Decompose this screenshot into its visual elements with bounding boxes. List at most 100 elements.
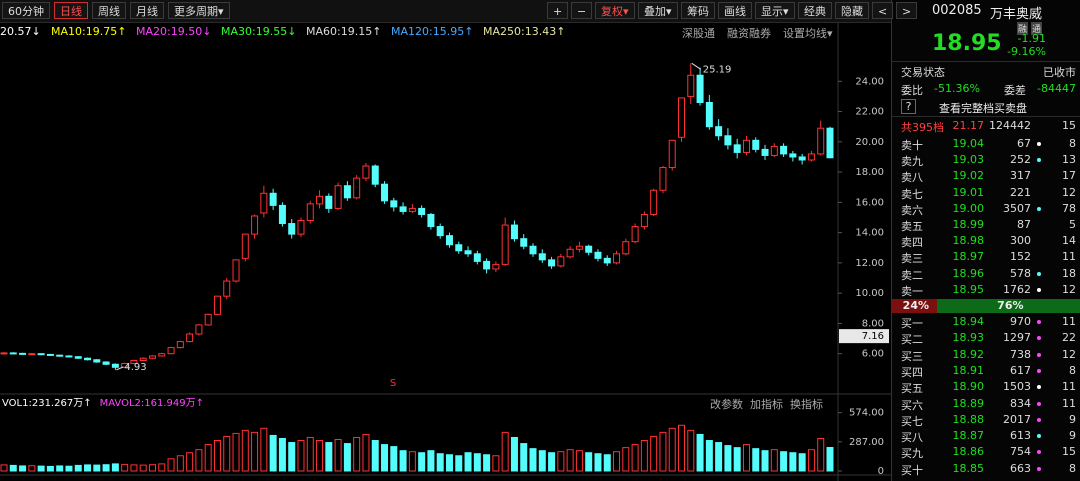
book-dot — [1037, 158, 1041, 163]
candle-body — [353, 177, 361, 199]
candle-body — [278, 204, 286, 225]
volume-bar — [770, 449, 778, 472]
candle-body — [826, 127, 834, 159]
y-tick-label: 12.00 — [855, 258, 884, 269]
book-cell: 卖十 — [901, 139, 923, 152]
book-cell: 970 — [1010, 315, 1031, 328]
book-cell: 18.96 — [952, 266, 985, 280]
volume-bar — [84, 464, 92, 472]
candle-body — [603, 257, 611, 264]
candle-body — [733, 144, 741, 153]
tool-button[interactable]: 画线 — [718, 2, 752, 19]
book-cell: 买八 — [901, 431, 923, 445]
volume-bar — [306, 436, 314, 472]
tool-button[interactable]: 显示▾ — [755, 2, 795, 19]
book-cell: 8 — [1069, 137, 1076, 150]
candle-body — [761, 148, 769, 156]
tool-button[interactable]: + — [547, 2, 569, 19]
tool-button[interactable]: 经典 — [798, 2, 832, 19]
book-cell: 18.93 — [952, 331, 985, 345]
volume-bar — [297, 440, 305, 472]
volume-bar — [186, 452, 194, 472]
tool-button[interactable]: 叠加▾ — [638, 2, 678, 19]
book-cell: 18.88 — [952, 412, 985, 426]
candle-body — [111, 363, 119, 368]
book-cell: 252 — [1010, 153, 1031, 167]
ma-legend: MA250:13.43↑ — [483, 25, 566, 38]
period-button[interactable]: 日线 — [54, 2, 88, 19]
book-cell: 卖七 — [901, 187, 923, 201]
book-dot — [1037, 320, 1041, 324]
volume-bar — [780, 451, 788, 472]
ma-legend: MA10:19.75↑ — [51, 25, 127, 38]
candle-body — [316, 195, 324, 205]
book-dot — [1037, 401, 1041, 406]
period-button[interactable]: 月线 — [130, 2, 164, 19]
volume-bar — [715, 442, 723, 472]
book-cell: 9 — [1069, 429, 1076, 443]
book-cell: 738 — [1010, 347, 1031, 361]
link-button[interactable]: 设置均线▾ — [783, 27, 833, 40]
ratio-label: 委比 — [901, 84, 923, 97]
volume-bar — [473, 453, 481, 472]
volume-bar — [659, 431, 667, 472]
book-cell: 19.03 — [952, 153, 985, 167]
period-button[interactable]: 更多周期▾ — [168, 2, 230, 19]
book-cell: 买七 — [901, 414, 923, 428]
price-change: -1.91 — [1017, 32, 1046, 45]
book-cell: 8 — [1069, 461, 1076, 475]
y-tick-label: 16.00 — [855, 197, 884, 208]
indicator-button[interactable]: 换指标 — [790, 398, 823, 411]
full-book-link[interactable]: 查看完整档买卖盘 — [939, 102, 1027, 115]
volume-bar — [520, 443, 528, 472]
y-tick-label: 8.00 — [862, 318, 884, 329]
book-cell: 18.89 — [952, 396, 985, 410]
book-cell: 19.04 — [952, 137, 985, 150]
book-cell: 3507 — [1003, 201, 1031, 215]
volume-bar — [56, 465, 64, 472]
volume-bar — [585, 452, 593, 472]
candle-body — [269, 192, 277, 206]
signal-marker: S — [390, 378, 396, 389]
chart: 6.00 8.00 10.00 12.00 14.00 16.00 18.00 20.00 22… — [0, 22, 893, 481]
link-button[interactable]: 融资融券 — [727, 27, 771, 40]
volume-bar — [251, 431, 259, 472]
book-total: 21.17 — [952, 119, 985, 132]
tool-button[interactable]: < — [872, 2, 894, 19]
volume-bar — [724, 445, 732, 472]
tool-button[interactable]: > — [896, 2, 918, 19]
cursor-price-box — [839, 329, 889, 344]
indicator-button[interactable]: 加指标 — [750, 398, 783, 411]
status-label: 交易状态 — [901, 66, 945, 79]
tool-button[interactable]: 筹码 — [681, 2, 715, 19]
book-cell: 317 — [1010, 169, 1031, 183]
volume-bar — [705, 440, 713, 472]
y-tick-label: 20.00 — [855, 137, 884, 148]
tool-button[interactable]: 复权▾ — [595, 2, 635, 19]
candle-body — [306, 203, 314, 222]
book-cell: 300 — [1010, 234, 1031, 248]
volume-bar — [594, 453, 602, 472]
candle-body — [789, 153, 797, 158]
indicator-button[interactable]: 改参数 — [710, 398, 743, 411]
candle-body — [445, 235, 453, 246]
book-cell: 卖四 — [901, 236, 923, 250]
cursor-price: 7.16 — [862, 331, 884, 342]
tool-button[interactable]: − — [571, 2, 593, 19]
candle-body — [705, 101, 713, 128]
book-split-bar — [892, 299, 938, 313]
y-tick-label: 18.00 — [855, 167, 884, 178]
tool-button[interactable]: 隐藏 — [835, 2, 869, 19]
period-button[interactable]: 周线 — [92, 2, 126, 19]
y-tick-label: 0 — [878, 466, 884, 477]
candle-body — [28, 353, 36, 356]
volume-bar — [37, 465, 45, 472]
candle-body — [241, 233, 249, 259]
period-button[interactable]: 60分钟 — [2, 2, 50, 19]
volume-bar — [529, 448, 537, 472]
volume-bar — [102, 464, 110, 472]
candle-body — [148, 355, 156, 359]
book-total: 共395档 — [901, 121, 944, 134]
link-button[interactable]: 深股通 — [682, 27, 715, 40]
help-button[interactable]: ? — [901, 99, 916, 114]
